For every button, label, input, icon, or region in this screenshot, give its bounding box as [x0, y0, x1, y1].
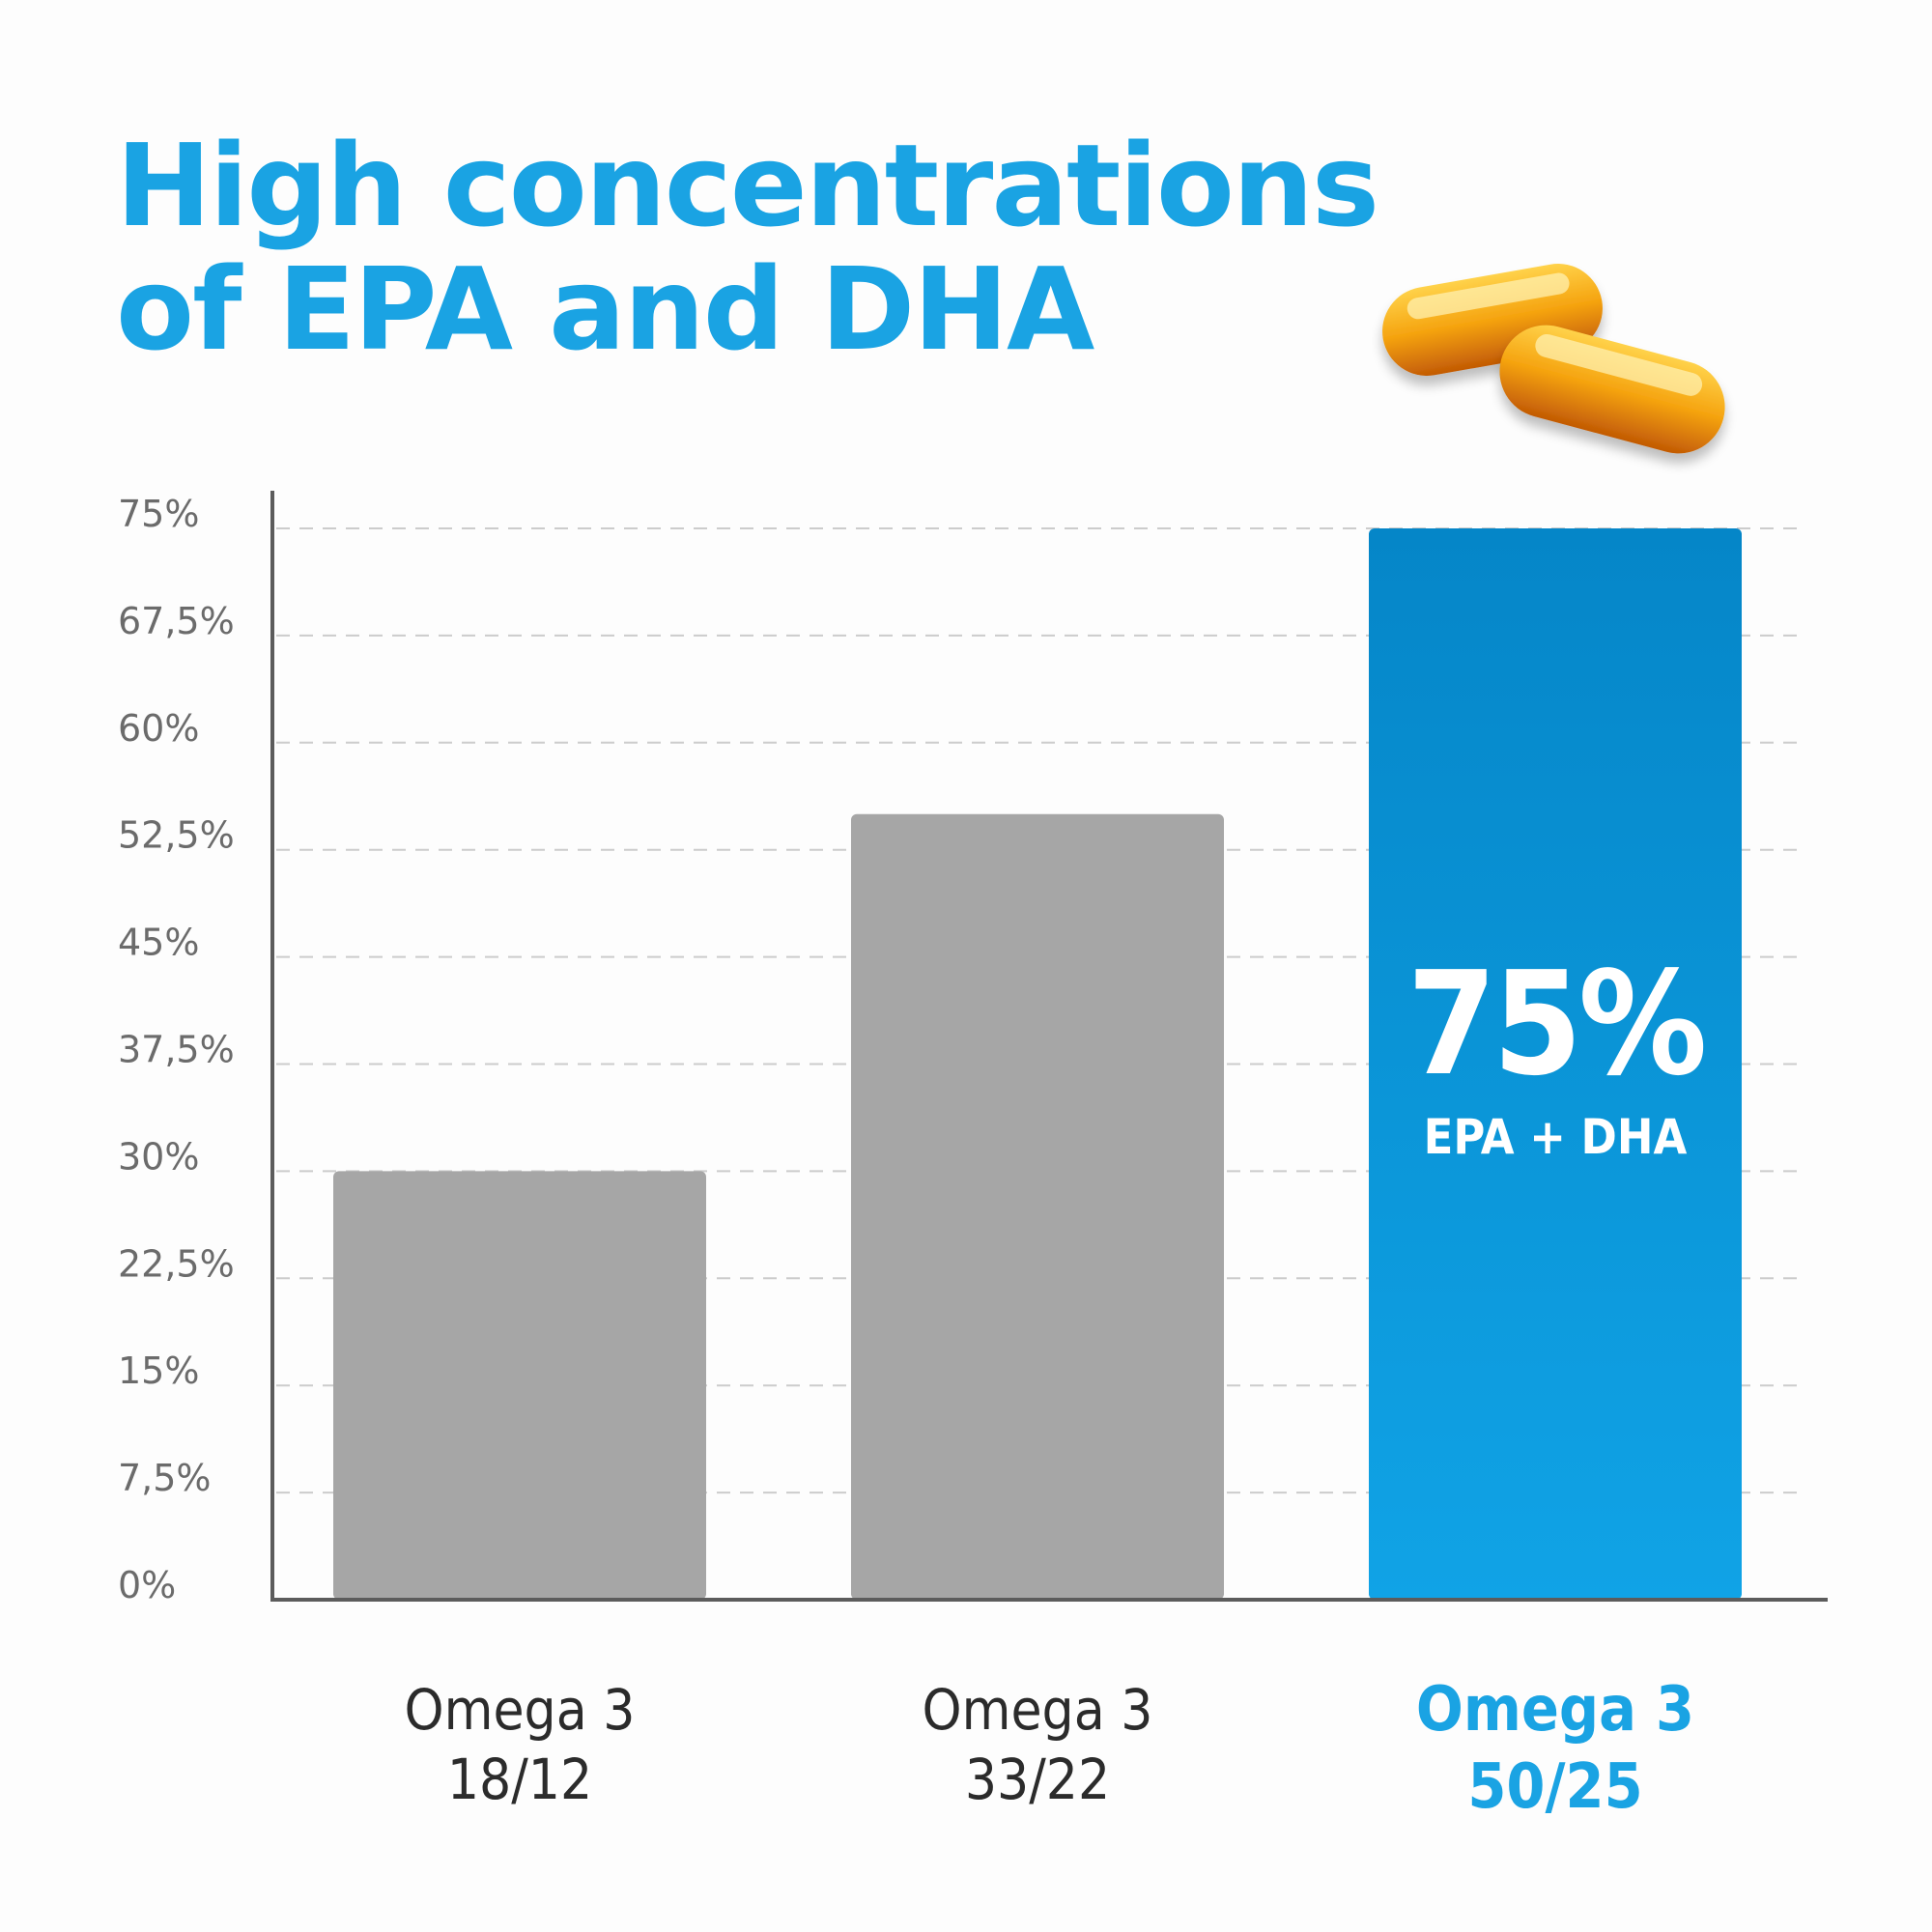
y-tick-label: 75%: [118, 493, 199, 535]
bar-sub-label: EPA + DHA: [1423, 1109, 1688, 1165]
capsule-front: [1499, 325, 1725, 454]
x-category-label-2: Omega 3 33/22: [835, 1675, 1240, 1814]
x-category-line1: Omega 3: [404, 1677, 636, 1743]
y-tick-label: 52,5%: [118, 814, 235, 857]
y-tick-label: 7,5%: [118, 1457, 212, 1499]
y-tick-label: 60%: [118, 707, 199, 750]
y-tick-label: 67,5%: [118, 600, 235, 642]
y-tick-label: 15%: [118, 1350, 199, 1392]
title-line-1: High concentrations: [116, 119, 1379, 252]
x-category-line2: 50/25: [1467, 1751, 1643, 1823]
bar-2: [851, 813, 1224, 1600]
bars: [333, 528, 1742, 1600]
bar-3: [1369, 528, 1742, 1600]
x-category-line1: Omega 3: [922, 1677, 1153, 1743]
title-line-2: of EPA and DHA: [116, 242, 1094, 376]
bar-value-label: 75%: [1406, 941, 1708, 1107]
chart-title: High concentrations of EPA and DHA: [116, 119, 1379, 376]
x-category-line2: 18/12: [446, 1747, 593, 1812]
x-category-label-1: Omega 3 18/12: [317, 1675, 723, 1814]
x-category-line1: Omega 3: [1415, 1674, 1695, 1746]
y-tick-label: 0%: [118, 1564, 176, 1606]
x-category-line2: 33/22: [964, 1747, 1111, 1812]
y-tick-label: 45%: [118, 922, 199, 964]
omega-capsules-icon: [1382, 264, 1725, 454]
y-tick-label: 22,5%: [118, 1242, 235, 1285]
x-category-label-3: Omega 3 50/25: [1352, 1671, 1758, 1826]
y-tick-label: 30%: [118, 1135, 199, 1178]
bar-1: [333, 1171, 706, 1600]
y-axis-ticks: 0% 7,5% 15% 22,5% 30% 37,5% 45% 52,5% 60% 67,5% 75…: [118, 493, 235, 1606]
y-tick-label: 37,5%: [118, 1029, 235, 1071]
highlight-bar-annotation: 75% EPA + DHA: [1369, 952, 1742, 1166]
